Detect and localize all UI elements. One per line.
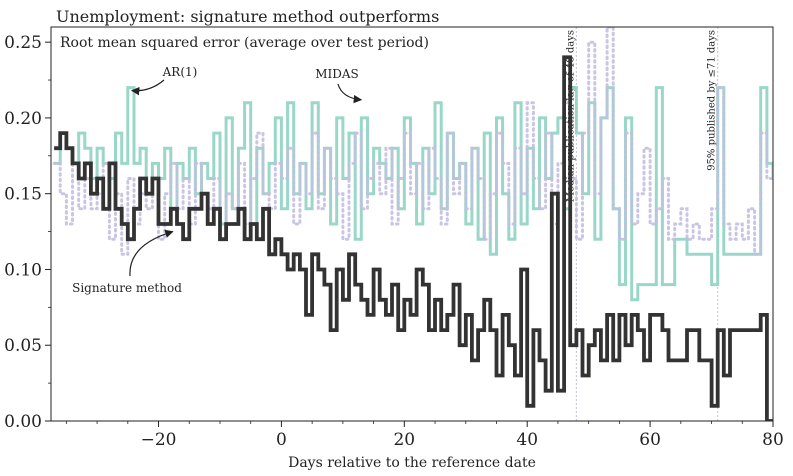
annotation-arrow [337,83,363,104]
annotation-label: MIDAS [315,67,359,81]
y-tick-label: 0.10 [4,260,42,280]
series-signature-method [54,55,773,421]
series-ar-1 [54,86,773,302]
plot-series [52,27,773,421]
x-tick-label: 0 [276,430,287,450]
plot-frame [50,26,774,422]
x-tick-label: 60 [639,430,661,450]
annotation-label: Signature method [72,281,182,295]
x-tick-label: 80 [762,430,784,450]
chart-title: Unemployment: signature method outperfor… [56,7,439,26]
annotation-arrow [130,79,165,96]
x-tick-label: 40 [516,430,538,450]
axis-ticks: −20 0 20 40 60 80 0.00 0.05 0.10 0.15 0.20 0.25 [4,33,784,450]
y-tick-label: 0.20 [4,109,42,129]
y-tick-label: 0.15 [4,185,42,205]
chart-subtitle: Root mean squared error (average over te… [60,35,429,51]
annotation-label: AR(1) [162,65,198,79]
x-tick-label: −20 [141,430,177,450]
annotations: AR(1) MIDAS Signature method [72,65,363,295]
x-tick-label: 20 [393,430,415,450]
y-tick-label: 0.05 [4,336,42,356]
y-tick-label: 0.25 [4,33,42,53]
annotation-arrow [129,229,174,277]
y-tick-label: 0.00 [4,412,42,432]
vline-label-2: 95% published by ≤71 days [707,30,718,171]
series-midas [52,27,773,256]
x-axis-label: Days relative to the reference date [288,455,536,471]
